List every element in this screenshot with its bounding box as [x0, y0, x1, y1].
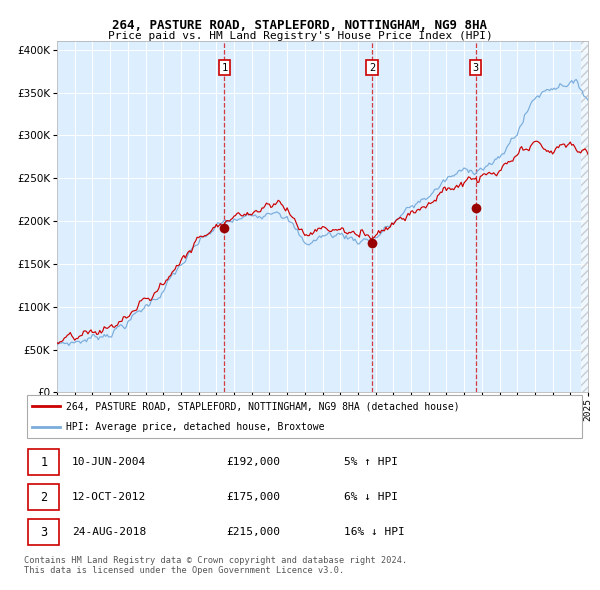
Text: This data is licensed under the Open Government Licence v3.0.: This data is licensed under the Open Gov…: [24, 566, 344, 575]
Text: 24-AUG-2018: 24-AUG-2018: [71, 527, 146, 537]
Text: 1: 1: [221, 63, 227, 73]
FancyBboxPatch shape: [27, 395, 582, 438]
Text: 264, PASTURE ROAD, STAPLEFORD, NOTTINGHAM, NG9 8HA (detached house): 264, PASTURE ROAD, STAPLEFORD, NOTTINGHA…: [66, 401, 460, 411]
Text: 1: 1: [40, 455, 47, 468]
Text: 6% ↓ HPI: 6% ↓ HPI: [344, 492, 398, 502]
Text: Price paid vs. HM Land Registry's House Price Index (HPI): Price paid vs. HM Land Registry's House …: [107, 31, 493, 41]
Text: 3: 3: [472, 63, 479, 73]
Text: 2: 2: [40, 490, 47, 504]
Text: £175,000: £175,000: [226, 492, 280, 502]
Text: £215,000: £215,000: [226, 527, 280, 537]
FancyBboxPatch shape: [28, 484, 59, 510]
Text: Contains HM Land Registry data © Crown copyright and database right 2024.: Contains HM Land Registry data © Crown c…: [24, 556, 407, 565]
Text: 10-JUN-2004: 10-JUN-2004: [71, 457, 146, 467]
Text: HPI: Average price, detached house, Broxtowe: HPI: Average price, detached house, Brox…: [66, 422, 325, 432]
Text: 12-OCT-2012: 12-OCT-2012: [71, 492, 146, 502]
Text: £192,000: £192,000: [226, 457, 280, 467]
FancyBboxPatch shape: [28, 519, 59, 545]
Polygon shape: [581, 41, 588, 392]
Text: 16% ↓ HPI: 16% ↓ HPI: [344, 527, 404, 537]
Text: 2: 2: [369, 63, 375, 73]
FancyBboxPatch shape: [28, 449, 59, 476]
Text: 264, PASTURE ROAD, STAPLEFORD, NOTTINGHAM, NG9 8HA: 264, PASTURE ROAD, STAPLEFORD, NOTTINGHA…: [113, 19, 487, 32]
Text: 3: 3: [40, 526, 47, 539]
Text: 5% ↑ HPI: 5% ↑ HPI: [344, 457, 398, 467]
